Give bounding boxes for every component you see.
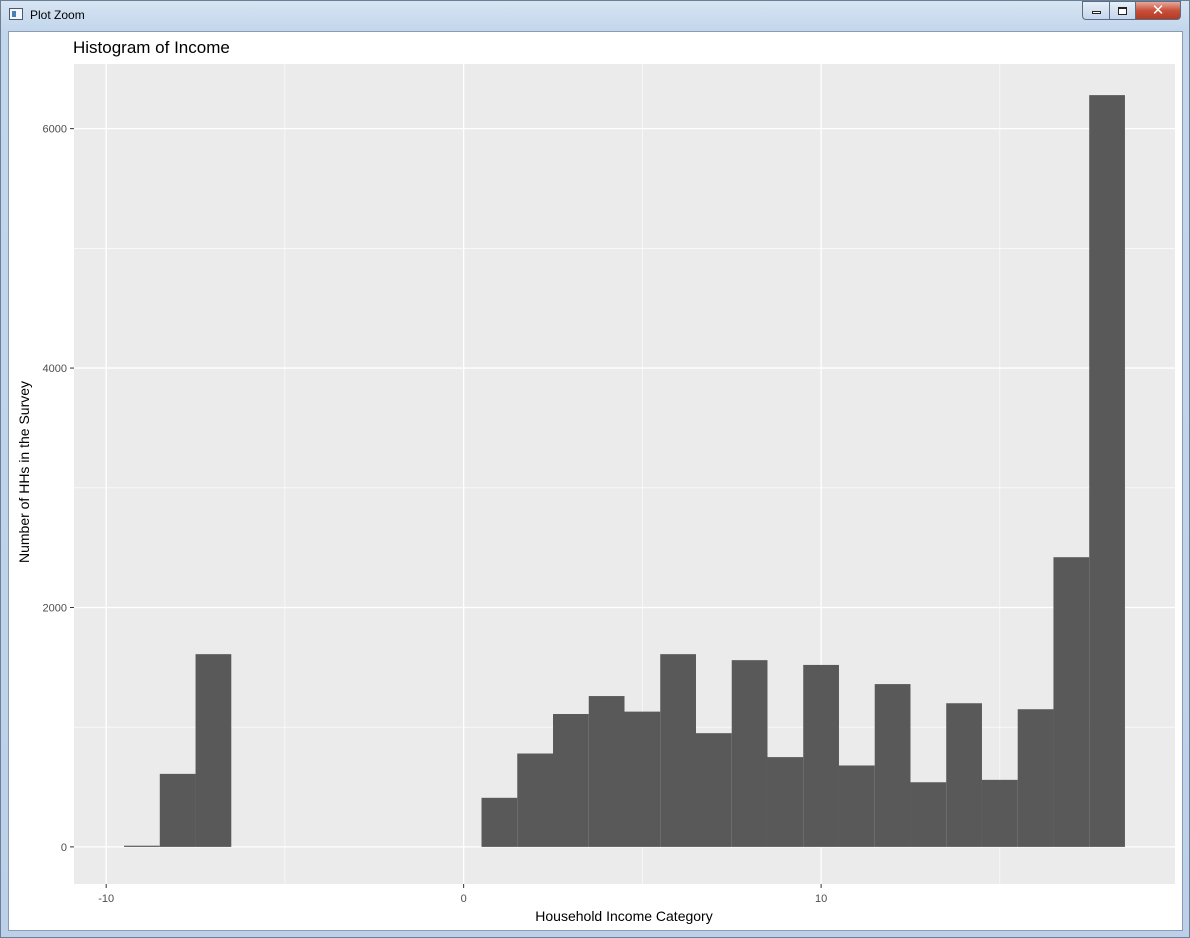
histogram-bar — [553, 714, 589, 847]
close-button[interactable]: ✕ — [1135, 1, 1181, 20]
chart-title: Histogram of Income — [73, 38, 230, 57]
histogram-bar — [1017, 709, 1054, 847]
y-tick-label: 6000 — [43, 124, 67, 136]
minimize-button[interactable] — [1082, 1, 1109, 20]
histogram-bar — [695, 733, 732, 847]
x-tick-label: 10 — [815, 893, 827, 905]
close-icon: ✕ — [1151, 1, 1165, 19]
x-tick-label: 0 — [461, 893, 467, 905]
x-axis-label: Household Income Category — [535, 908, 712, 924]
histogram-bar — [481, 797, 518, 847]
histogram-bar — [588, 696, 625, 847]
y-tick-label: 4000 — [43, 363, 67, 375]
y-tick-label: 2000 — [43, 602, 67, 614]
histogram-bar — [1053, 557, 1090, 847]
histogram-bar — [731, 660, 768, 847]
histogram-bar — [1089, 95, 1125, 847]
plot-area: Histogram of Income 0 2000 4000 6000 -10 0 10… — [8, 31, 1183, 931]
x-tick-label: -10 — [98, 893, 114, 905]
histogram-bar — [767, 757, 804, 847]
histogram-bar — [981, 779, 1018, 847]
title-bar[interactable]: Plot Zoom ✕ — [1, 1, 1189, 31]
minimize-icon — [1091, 11, 1101, 14]
histogram-bar — [874, 684, 911, 847]
histogram-bar — [838, 765, 875, 847]
histogram-bar — [159, 773, 196, 847]
histogram-bar — [660, 654, 696, 847]
histogram-bar — [624, 711, 661, 847]
y-axis: 0 2000 4000 6000 — [43, 124, 74, 854]
y-axis-label: Number of HHs in the Survey — [16, 381, 32, 563]
x-axis: -10 0 10 — [98, 884, 827, 905]
maximize-button[interactable] — [1109, 1, 1135, 20]
histogram-bars — [124, 95, 1125, 847]
histogram-bar — [195, 654, 232, 847]
histogram-bar — [517, 753, 554, 847]
histogram-bar — [124, 845, 160, 847]
maximize-icon — [1118, 6, 1127, 15]
histogram-bar — [803, 664, 839, 847]
y-tick-label: 0 — [61, 842, 67, 854]
window-title: Plot Zoom — [30, 8, 85, 22]
app-icon — [9, 8, 23, 20]
histogram-bar — [910, 782, 947, 847]
histogram-bar — [946, 703, 982, 847]
histogram-chart: Histogram of Income 0 2000 4000 6000 -10 0 10… — [16, 38, 1175, 924]
